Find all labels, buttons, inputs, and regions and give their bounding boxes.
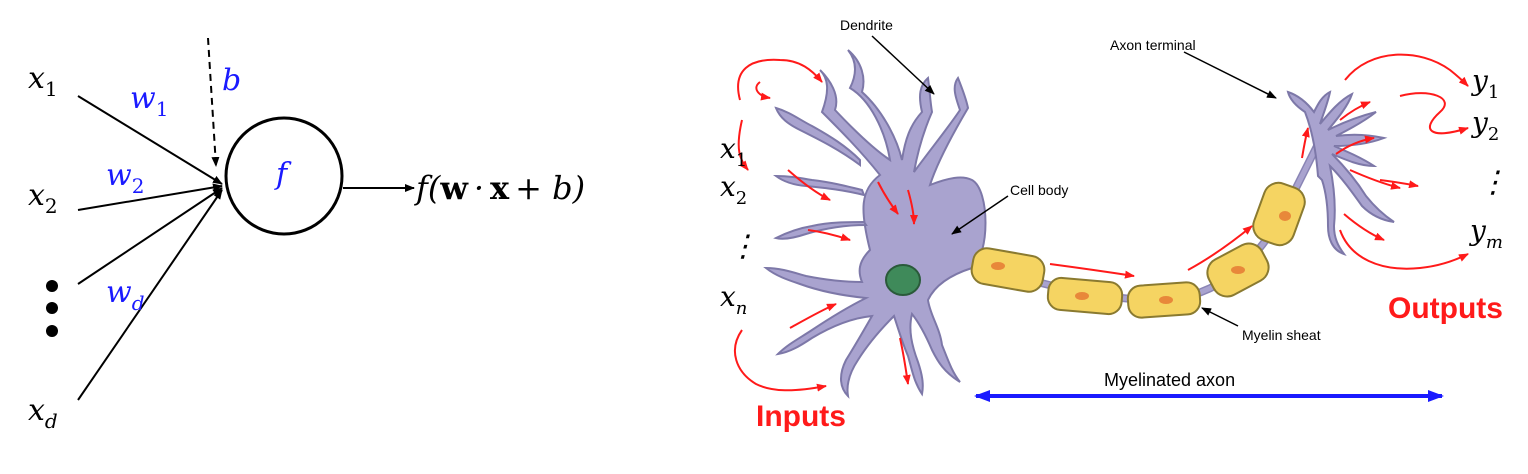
callout-lines: [871, 35, 1277, 327]
weight-label-1: w1: [130, 81, 168, 121]
neuron-diagram: Dendrite Axon terminal Cell body Myelin …: [720, 17, 1508, 433]
bias-label: b: [222, 63, 241, 98]
input-label-d: xd: [28, 393, 58, 433]
neuron-input-ellipsis: ⋮: [728, 229, 758, 264]
label-inputs: Inputs: [756, 400, 846, 433]
neuron-output-label-1: y1: [1470, 64, 1499, 103]
neuron-output-label-2: y2: [1470, 106, 1499, 145]
nucleus: [885, 264, 921, 296]
label-myelin-sheat: Myelin sheat: [1242, 327, 1321, 343]
neuron-output-ellipsis: ⋮: [1478, 165, 1508, 200]
axon-terminal: [1286, 90, 1395, 256]
label-outputs: Outputs: [1388, 292, 1503, 325]
cell-body: [763, 49, 987, 399]
label-axon-terminal: Axon terminal: [1110, 37, 1196, 53]
ellipsis-dot: [46, 280, 58, 292]
input-edge-3: [77, 187, 223, 285]
weight-label-2: w2: [106, 158, 144, 198]
myelin-nuclei: [991, 211, 1291, 304]
input-edge-1: [77, 95, 223, 185]
myelin-segments: [970, 181, 1306, 319]
neuron-input-label-n: xn: [720, 280, 747, 319]
neuron-input-label-2: x2: [720, 170, 747, 209]
perceptron-diagram: x1 x2 xd w1 w2 wd b f f(w · x + b): [28, 37, 585, 433]
input-edge-d: [77, 189, 223, 401]
input-edge-2: [77, 183, 223, 211]
ellipsis-dot: [46, 302, 58, 314]
activation-node: [224, 116, 344, 236]
neuron-output-label-m: ym: [1468, 214, 1503, 253]
ellipsis-dot: [46, 325, 58, 337]
weight-label-d: wd: [106, 275, 145, 315]
input-label-1: x1: [28, 61, 58, 101]
bias-edge: [207, 37, 220, 167]
label-cell-body: Cell body: [1010, 182, 1068, 198]
output-formula: f(w · x + b): [414, 169, 585, 207]
neuron-input-label-1: x1: [720, 132, 747, 171]
label-myelinated-axon: Myelinated axon: [1104, 370, 1235, 390]
label-dendrite: Dendrite: [840, 17, 893, 33]
signal-flow-arrows: [733, 53, 1469, 392]
input-label-2: x2: [28, 178, 58, 218]
